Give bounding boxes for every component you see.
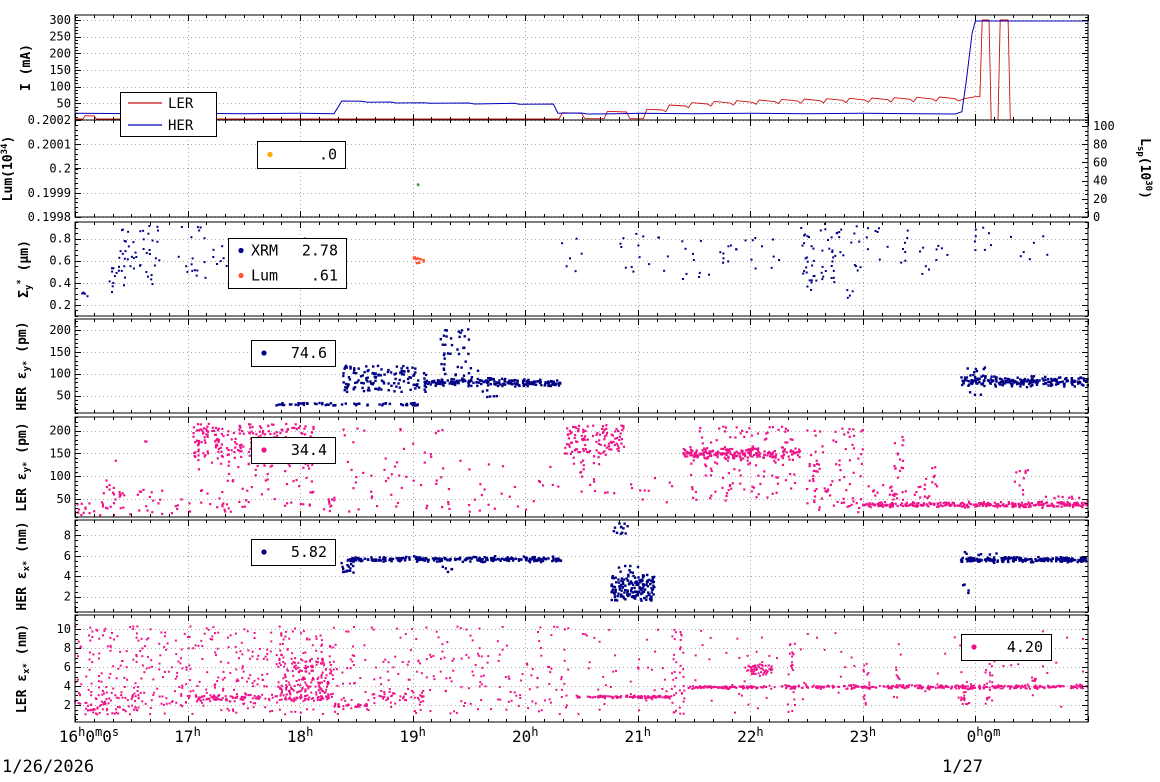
svg-text:50: 50 — [57, 492, 71, 506]
svg-text:200: 200 — [49, 46, 71, 60]
legend-her-eps-x: 5.82 — [251, 539, 336, 566]
svg-text:150: 150 — [49, 345, 71, 359]
svg-text:100: 100 — [49, 469, 71, 483]
svg-text:0.1998: 0.1998 — [28, 210, 71, 224]
legend-luminosity: .0 — [257, 141, 346, 169]
x-axis-labels: 16h0m0s 17h 18h 19h 20h 21h 22h 23h 0h0m — [59, 725, 1000, 746]
panel-ler-eps-y: 50 100 150 200 LER εy* (pm) — [15, 416, 1089, 518]
svg-text:50: 50 — [57, 96, 71, 110]
legend-ler-eps-x: 4.20 — [961, 634, 1052, 661]
svg-text:0: 0 — [1093, 210, 1100, 224]
end-date-label: 1/27 — [942, 757, 983, 777]
svg-text:0.6: 0.6 — [49, 254, 71, 268]
svg-text:0.4: 0.4 — [49, 276, 71, 290]
svg-text:I (mA): I (mA) — [19, 44, 34, 91]
svg-text:HER εx* (nm): HER εx* (nm) — [15, 521, 32, 610]
svg-text:200: 200 — [49, 424, 71, 438]
svg-text:HER εy* (pm): HER εy* (pm) — [15, 321, 32, 410]
svg-text:50: 50 — [57, 389, 71, 403]
panel-her-eps-y: 50 100 150 200 HER εy* (pm) — [15, 318, 1089, 414]
svg-text:300: 300 — [49, 13, 71, 27]
panel-her-eps-x: 2 4 6 8 HER εx* (nm) — [15, 519, 1089, 613]
svg-text:Lsp(1030): Lsp(1030) — [1135, 138, 1153, 199]
svg-text:4: 4 — [64, 569, 71, 583]
svg-text:250: 250 — [49, 30, 71, 44]
legend-her-eps-y: 74.6 — [251, 340, 336, 367]
svg-text:0.1999: 0.1999 — [28, 186, 71, 200]
svg-text:Lum(1034): Lum(1034) — [0, 136, 16, 202]
svg-text:0.2002: 0.2002 — [28, 113, 71, 127]
svg-text:6: 6 — [64, 549, 71, 563]
svg-text:150: 150 — [49, 63, 71, 77]
start-date-label: 1/26/2026 — [2, 757, 95, 777]
svg-text:0.2: 0.2 — [49, 162, 71, 176]
svg-text:100: 100 — [49, 80, 71, 94]
svg-text:40: 40 — [1093, 174, 1107, 188]
panel-luminosity: 0.1998 0.1999 0.2 0.2001 0.2002 0 20 40 60 80 100 L… — [0, 113, 1153, 224]
legend-ler-eps-y: 34.4 — [251, 437, 336, 464]
svg-text:100: 100 — [49, 367, 71, 381]
panel-sigma-y: 0.2 0.4 0.6 0.8 Σy* (μm) — [16, 221, 1089, 317]
svg-text:20: 20 — [1093, 192, 1107, 206]
svg-text:100: 100 — [1093, 119, 1115, 133]
svg-text:LER εy* (pm): LER εy* (pm) — [15, 422, 32, 511]
svg-text:60: 60 — [1093, 155, 1107, 169]
svg-text:200: 200 — [49, 323, 71, 337]
svg-text:8: 8 — [64, 528, 71, 542]
svg-text:150: 150 — [49, 446, 71, 460]
svg-text:0.2: 0.2 — [49, 298, 71, 312]
svg-text:80: 80 — [1093, 137, 1107, 151]
svg-text:Σy* (μm): Σy* (μm) — [16, 240, 34, 298]
svg-text:0.8: 0.8 — [49, 232, 71, 246]
svg-text:2: 2 — [64, 590, 71, 604]
svg-text:0.2001: 0.2001 — [28, 137, 71, 151]
